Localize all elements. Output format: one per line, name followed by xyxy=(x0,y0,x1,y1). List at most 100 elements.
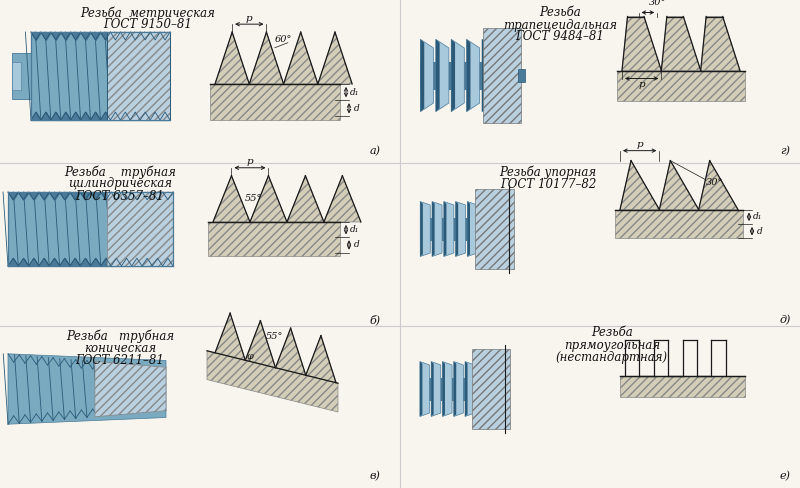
Polygon shape xyxy=(431,362,434,416)
Text: в): в) xyxy=(370,471,381,481)
Polygon shape xyxy=(215,32,250,84)
Text: p: p xyxy=(246,14,253,22)
Polygon shape xyxy=(250,176,287,222)
Polygon shape xyxy=(208,222,340,256)
Polygon shape xyxy=(8,354,166,424)
Polygon shape xyxy=(476,362,486,416)
Polygon shape xyxy=(476,362,479,416)
Polygon shape xyxy=(659,161,698,210)
Polygon shape xyxy=(467,202,470,257)
Text: d: d xyxy=(354,241,360,249)
Polygon shape xyxy=(324,176,361,222)
Text: ГОСТ 9150–81: ГОСТ 9150–81 xyxy=(103,19,193,32)
Polygon shape xyxy=(210,84,340,120)
Text: 60°: 60° xyxy=(275,35,293,44)
Text: φ: φ xyxy=(246,352,253,361)
Text: прямоугольная: прямоугольная xyxy=(564,339,660,351)
Text: цилиндрическая: цилиндрическая xyxy=(68,178,172,190)
Polygon shape xyxy=(451,40,464,112)
Polygon shape xyxy=(420,362,430,416)
Text: p: p xyxy=(636,140,643,149)
Text: ГОСТ 9484–81: ГОСТ 9484–81 xyxy=(515,30,605,43)
Polygon shape xyxy=(420,218,502,240)
Text: d: d xyxy=(757,227,763,236)
Polygon shape xyxy=(479,202,482,257)
Text: 55°: 55° xyxy=(245,194,262,203)
Text: трапецеидальная: трапецеидальная xyxy=(503,19,617,32)
Polygon shape xyxy=(432,202,442,257)
Polygon shape xyxy=(456,202,458,257)
Polygon shape xyxy=(215,313,246,360)
Polygon shape xyxy=(456,202,466,257)
Text: 30°: 30° xyxy=(649,0,666,7)
Text: ГОСТ 6357–81: ГОСТ 6357–81 xyxy=(75,189,165,203)
Text: а): а) xyxy=(370,146,381,156)
Polygon shape xyxy=(622,17,662,70)
Polygon shape xyxy=(95,361,166,417)
Polygon shape xyxy=(482,40,486,112)
Polygon shape xyxy=(466,40,470,112)
Text: Резьба: Резьба xyxy=(539,6,581,20)
Text: d₁: d₁ xyxy=(350,88,360,97)
Polygon shape xyxy=(431,362,441,416)
Text: p: p xyxy=(246,157,254,166)
Polygon shape xyxy=(466,40,480,112)
Polygon shape xyxy=(8,192,173,266)
Text: d₁: d₁ xyxy=(350,225,360,234)
Text: 55°: 55° xyxy=(266,331,283,341)
Polygon shape xyxy=(617,70,745,101)
Polygon shape xyxy=(444,202,454,257)
Polygon shape xyxy=(482,28,522,123)
Polygon shape xyxy=(436,40,440,112)
Polygon shape xyxy=(306,336,336,383)
Polygon shape xyxy=(287,176,324,222)
Polygon shape xyxy=(498,40,510,112)
Polygon shape xyxy=(432,202,434,257)
Polygon shape xyxy=(283,32,318,84)
Polygon shape xyxy=(472,349,510,428)
Polygon shape xyxy=(491,202,494,257)
Polygon shape xyxy=(207,351,338,412)
Polygon shape xyxy=(620,376,745,397)
Polygon shape xyxy=(488,362,498,416)
Polygon shape xyxy=(474,189,514,268)
Polygon shape xyxy=(451,40,455,112)
Text: ГОСТ 6211–81: ГОСТ 6211–81 xyxy=(75,353,165,366)
Text: Резьба: Резьба xyxy=(591,326,633,340)
Polygon shape xyxy=(488,362,490,416)
Polygon shape xyxy=(454,362,456,416)
Polygon shape xyxy=(518,69,525,82)
Polygon shape xyxy=(465,362,474,416)
Polygon shape xyxy=(662,17,701,70)
Text: 30°: 30° xyxy=(706,178,723,187)
Polygon shape xyxy=(467,202,478,257)
Polygon shape xyxy=(421,62,513,89)
Polygon shape xyxy=(436,40,449,112)
Polygon shape xyxy=(31,32,170,120)
Polygon shape xyxy=(107,32,170,120)
Polygon shape xyxy=(420,202,423,257)
Text: коническая: коническая xyxy=(84,342,156,354)
Polygon shape xyxy=(420,362,422,416)
Text: (нестандартная): (нестандартная) xyxy=(556,350,668,364)
Polygon shape xyxy=(250,32,283,84)
Polygon shape xyxy=(213,176,250,222)
Polygon shape xyxy=(442,362,452,416)
Polygon shape xyxy=(615,210,743,239)
Polygon shape xyxy=(479,202,489,257)
Text: д): д) xyxy=(779,315,790,325)
Text: Резьба  метрическая: Резьба метрическая xyxy=(81,6,215,20)
Polygon shape xyxy=(12,53,31,99)
Polygon shape xyxy=(701,17,740,70)
Polygon shape xyxy=(491,202,501,257)
Polygon shape xyxy=(465,362,467,416)
Text: е): е) xyxy=(779,471,790,481)
Text: Резьба   трубная: Резьба трубная xyxy=(66,329,174,343)
Polygon shape xyxy=(454,362,463,416)
Polygon shape xyxy=(421,40,434,112)
Text: p: p xyxy=(638,80,645,89)
Text: г): г) xyxy=(780,146,790,156)
Polygon shape xyxy=(482,40,495,112)
Text: ГОСТ 10177–82: ГОСТ 10177–82 xyxy=(500,178,596,190)
Polygon shape xyxy=(442,362,445,416)
